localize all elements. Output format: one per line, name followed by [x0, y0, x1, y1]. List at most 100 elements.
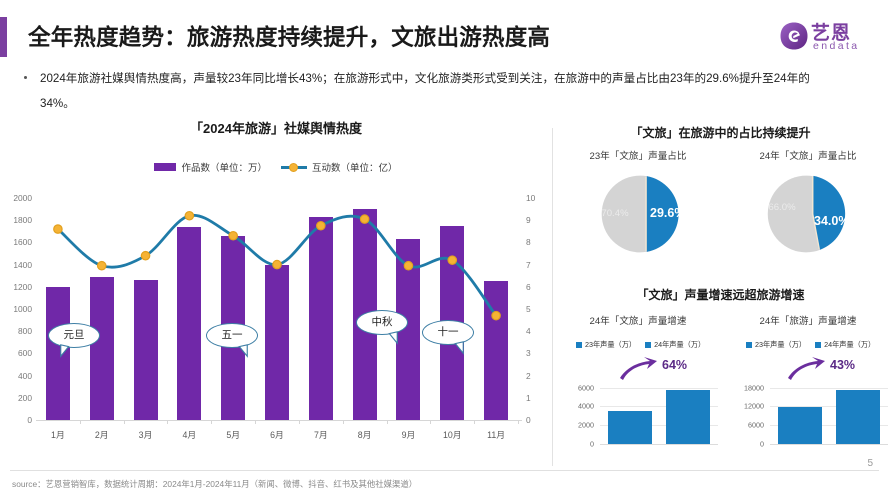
main-chart-bar[interactable] [89, 276, 114, 420]
pie-chart-23[interactable]: 29.6% 70.4% [594, 166, 690, 262]
line-marker[interactable] [184, 210, 195, 221]
line-marker[interactable] [447, 255, 458, 265]
main-chart-bar[interactable] [177, 226, 202, 420]
summary-bullet-text: 2024年旅游社媒舆情热度高，声量较23年同比增长43%；在旅游形式中，文化旅游… [40, 72, 810, 110]
main-chart-line-series [53, 210, 501, 321]
footer-divider [10, 470, 879, 471]
mini-y-tick: 6000 [578, 383, 594, 393]
y-tick-right: 6 [526, 281, 531, 292]
line-marker[interactable] [359, 214, 370, 224]
x-axis-label: 7月 [313, 430, 328, 440]
main-chart-bar[interactable] [133, 280, 158, 420]
growth-lvyou-value: 43% [830, 358, 856, 372]
x-axis-label: 8月 [357, 430, 372, 440]
y-tick-right: 10 [526, 193, 536, 203]
y-tick-right: 9 [526, 215, 531, 226]
mini-bar[interactable] [778, 407, 822, 444]
y-tick-left: 200 [18, 392, 32, 403]
title-accent-bar [0, 17, 7, 57]
legend-label-23b: 23年声量（万） [755, 340, 807, 349]
legend-bar-label: 作品数（单位：万） [181, 163, 267, 174]
main-chart-y-axis-left: 0 200 400 600 800 1000 1200 1400 1600 1800 2000 [0, 193, 32, 425]
mini-bar[interactable] [666, 389, 710, 444]
line-marker[interactable] [316, 220, 326, 231]
line-marker[interactable] [96, 260, 107, 271]
line-marker[interactable] [403, 260, 414, 271]
mini-y-tick: 2000 [578, 420, 594, 430]
line-marker[interactable] [228, 230, 238, 241]
main-chart-bar[interactable] [308, 217, 333, 420]
growth-wenlv-title: 24年「文旅」声量增速 [589, 316, 687, 327]
main-chart-legend: 作品数（单位：万） 互动数（单位：亿） [0, 160, 552, 174]
mini-y-tick: 18000 [744, 383, 764, 393]
legend-item-24-b[interactable]: 24年声量（万） [815, 340, 875, 350]
pie-chart-24[interactable]: 34.0% 66.0% [762, 166, 858, 262]
mini-gridline [600, 425, 718, 427]
growth-lvyou-legend: 23年声量（万） 24年声量（万） [746, 340, 875, 350]
pie-24-title: 24年「文旅」声量占比 [759, 151, 857, 162]
y-tick-left: 1800 [13, 215, 32, 226]
pie-24-value-primary: 34.0% [814, 214, 850, 228]
x-axis-label: 1月 [51, 430, 65, 440]
mini-baseline [770, 444, 888, 445]
legend-item-23[interactable]: 23年声量（万） [576, 340, 636, 350]
mini-gridline [770, 425, 888, 427]
pie-23-value-primary: 29.6% [650, 206, 686, 220]
main-chart-y-axis-right: 0 1 2 3 4 5 6 7 8 9 10 [522, 193, 554, 425]
bullet-marker [24, 76, 27, 79]
y-tick-left: 800 [18, 326, 32, 337]
line-marker[interactable] [272, 259, 282, 270]
main-chart-bar[interactable] [45, 287, 70, 420]
chart-annotation-bubble: 元旦 [48, 323, 100, 358]
legend-swatch-24-icon [645, 342, 652, 348]
line-marker[interactable] [53, 224, 63, 234]
y-tick-right: 0 [526, 415, 531, 425]
pie-section: 「文旅」在旅游中的占比持续提升 23年「文旅」声量占比 29.6% 70.4% … [552, 124, 889, 284]
mini-bar[interactable] [608, 411, 652, 444]
legend-bar-swatch-icon [154, 163, 177, 171]
legend-item-line[interactable]: 互动数（单位：亿） [281, 160, 398, 174]
x-tickmark [255, 420, 257, 424]
source-note: source：艺恩营销智库，数据统计周期：2024年1月-2024年11月（新闻… [12, 479, 418, 489]
x-axis-label: 4月 [182, 430, 197, 440]
legend-item-23-b[interactable]: 23年声量（万） [746, 340, 806, 350]
mini-y-tick: 0 [590, 439, 594, 449]
y-tick-right: 5 [526, 304, 531, 314]
y-tick-right: 1 [526, 392, 531, 403]
x-axis-label: 6月 [270, 430, 284, 440]
line-marker[interactable] [491, 310, 501, 321]
brand-logo: 艺恩 endata [779, 18, 875, 58]
y-tick-left: 400 [18, 370, 32, 381]
main-chart-baseline [36, 420, 522, 421]
y-tick-left: 1200 [13, 281, 32, 292]
line-marker[interactable] [140, 250, 151, 261]
growth-wenlv-value: 64% [662, 358, 688, 372]
page-title: 全年热度趋势：旅游热度持续提升，文旅出游热度高 [28, 25, 551, 50]
main-chart-panel: 「2024年旅游」社媒舆情热度 作品数（单位：万） 互动数（单位：亿） 0 200… [0, 118, 552, 466]
pie-23-title: 23年「文旅」声量占比 [589, 151, 687, 162]
growth-arrow-wenlv-icon [620, 357, 657, 380]
legend-item-24[interactable]: 24年声量（万） [645, 340, 705, 350]
y-tick-left: 600 [18, 348, 32, 359]
legend-swatch-23-icon [576, 342, 582, 348]
main-chart-bar[interactable] [265, 264, 289, 420]
x-tickmark [167, 420, 169, 424]
legend-label-24b: 24年声量（万） [824, 340, 876, 349]
bubble-tail-icon [388, 331, 398, 345]
legend-line-label: 互动数（单位：亿） [312, 163, 398, 174]
logo-text-en: endata [813, 40, 860, 52]
x-axis-label: 2月 [94, 430, 109, 440]
x-tickmark [474, 420, 476, 424]
mini-bar[interactable] [836, 389, 880, 444]
mini-gridline [770, 387, 888, 389]
legend-swatch-23b-icon [746, 342, 752, 348]
growth-section: 「文旅」声量增速远超旅游增速 24年「文旅」声量增速 23年声量（万） 24年声… [552, 286, 889, 466]
x-axis-label: 5月 [226, 430, 241, 440]
growth-section-title: 「文旅」声量增速远超旅游增速 [636, 288, 805, 302]
chart-annotation-bubble: 五一 [206, 323, 258, 358]
mini-y-tick: 4000 [578, 401, 594, 411]
legend-item-bars[interactable]: 作品数（单位：万） [154, 160, 267, 174]
y-tick-left: 1000 [13, 304, 32, 314]
x-tickmark [79, 420, 81, 424]
